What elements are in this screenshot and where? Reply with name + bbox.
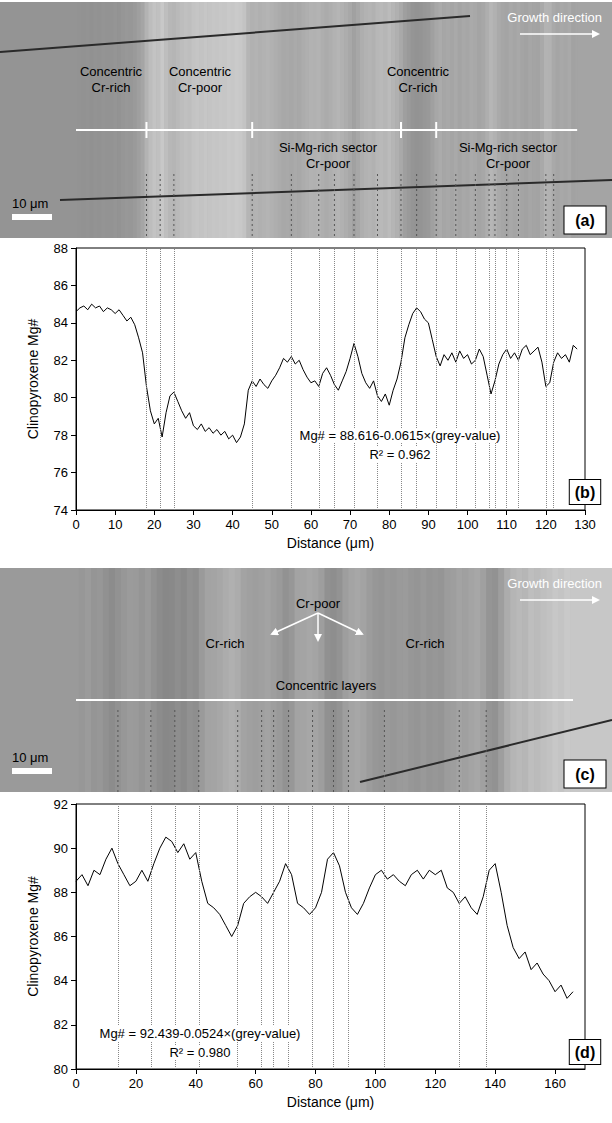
svg-text:82: 82 — [54, 1017, 68, 1032]
svg-text:Concentric: Concentric — [169, 64, 232, 79]
svg-text:84: 84 — [54, 973, 68, 988]
svg-text:70: 70 — [343, 517, 357, 532]
svg-text:(d): (d) — [575, 1044, 595, 1061]
svg-text:Growth direction: Growth direction — [507, 576, 602, 591]
svg-text:20: 20 — [147, 517, 161, 532]
svg-text:Cr-poor: Cr-poor — [178, 80, 223, 95]
svg-text:86: 86 — [54, 278, 68, 293]
svg-text:60: 60 — [248, 1076, 262, 1091]
svg-text:120: 120 — [424, 1076, 446, 1091]
svg-text:(b): (b) — [575, 484, 595, 501]
svg-text:82: 82 — [54, 353, 68, 368]
svg-text:120: 120 — [535, 517, 557, 532]
svg-text:88: 88 — [54, 241, 68, 256]
svg-text:50: 50 — [265, 517, 279, 532]
svg-text:Growth direction: Growth direction — [507, 10, 602, 25]
svg-text:Clinopyroxene Mg#: Clinopyroxene Mg# — [25, 318, 41, 439]
svg-text:Si-Mg-rich sector: Si-Mg-rich sector — [279, 140, 378, 155]
svg-text:Cr-rich: Cr-rich — [206, 636, 245, 651]
svg-text:80: 80 — [54, 1062, 68, 1077]
svg-text:76: 76 — [54, 465, 68, 480]
svg-text:160: 160 — [544, 1076, 566, 1091]
svg-text:Cr-rich: Cr-rich — [399, 80, 438, 95]
svg-text:10 μm: 10 μm — [12, 196, 48, 211]
svg-text:80: 80 — [54, 390, 68, 405]
svg-text:Distance (μm): Distance (μm) — [287, 535, 374, 551]
svg-text:10: 10 — [108, 517, 122, 532]
svg-text:100: 100 — [457, 517, 479, 532]
svg-text:Mg# = 88.616-0.0615×(grey-valu: Mg# = 88.616-0.0615×(grey-value) — [300, 428, 501, 443]
svg-text:88: 88 — [54, 885, 68, 900]
svg-text:74: 74 — [54, 503, 68, 518]
svg-text:90: 90 — [54, 841, 68, 856]
svg-text:30: 30 — [186, 517, 200, 532]
svg-text:Cr-poor: Cr-poor — [296, 596, 341, 611]
svg-text:60: 60 — [304, 517, 318, 532]
svg-text:Mg# = 92.439-0.0524×(grey-valu: Mg# = 92.439-0.0524×(grey-value) — [100, 1026, 301, 1041]
svg-text:90: 90 — [421, 517, 435, 532]
svg-text:100: 100 — [365, 1076, 387, 1091]
svg-text:84: 84 — [54, 315, 68, 330]
svg-text:110: 110 — [496, 517, 517, 532]
svg-text:78: 78 — [54, 428, 68, 443]
svg-text:Si-Mg-rich sector: Si-Mg-rich sector — [459, 140, 558, 155]
svg-text:Concentric: Concentric — [80, 64, 143, 79]
svg-text:20: 20 — [129, 1076, 143, 1091]
svg-text:0: 0 — [72, 517, 79, 532]
svg-text:R² = 0.980: R² = 0.980 — [169, 1045, 230, 1060]
svg-text:130: 130 — [574, 517, 596, 532]
svg-text:140: 140 — [484, 1076, 506, 1091]
svg-text:92: 92 — [54, 797, 68, 812]
svg-text:86: 86 — [54, 929, 68, 944]
svg-text:Cr-poor: Cr-poor — [306, 156, 351, 171]
svg-text:R² = 0.962: R² = 0.962 — [369, 447, 430, 462]
svg-text:(a): (a) — [575, 212, 595, 229]
svg-text:80: 80 — [382, 517, 396, 532]
svg-text:80: 80 — [308, 1076, 322, 1091]
svg-text:40: 40 — [225, 517, 239, 532]
svg-text:Distance (μm): Distance (μm) — [287, 1094, 374, 1110]
svg-text:Clinopyroxene Mg#: Clinopyroxene Mg# — [25, 876, 41, 997]
svg-text:40: 40 — [189, 1076, 203, 1091]
svg-text:Cr-poor: Cr-poor — [486, 156, 531, 171]
svg-text:Concentric: Concentric — [387, 64, 450, 79]
svg-text:10 μm: 10 μm — [12, 750, 48, 765]
svg-text:Cr-rich: Cr-rich — [406, 636, 445, 651]
svg-text:Concentric layers: Concentric layers — [276, 678, 377, 693]
svg-text:Cr-rich: Cr-rich — [92, 80, 131, 95]
svg-text:(c): (c) — [575, 766, 595, 783]
svg-text:0: 0 — [72, 1076, 79, 1091]
